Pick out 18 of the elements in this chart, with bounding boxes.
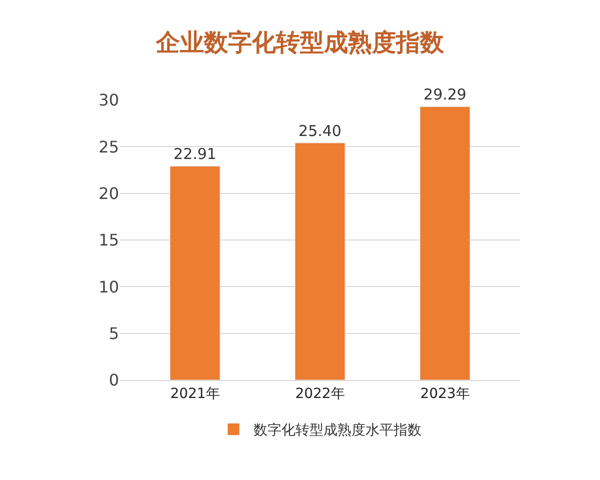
chart-title: 企业数字化转型成熟度指数 — [155, 28, 445, 56]
y-tick-label: 15 — [98, 230, 119, 250]
y-tick-label: 25 — [98, 137, 119, 156]
y-tick-label: 5 — [108, 324, 119, 343]
bar — [294, 142, 346, 380]
x-tick-label: 2021年 — [170, 386, 220, 402]
x-tick-label: 2023年 — [420, 386, 470, 402]
text: 29.29 — [424, 86, 466, 104]
y-tick-label: 30 — [98, 90, 119, 110]
y-tick-label: 10 — [98, 277, 119, 296]
text: 25.40 — [298, 122, 342, 140]
text: 22.91 — [174, 145, 216, 164]
bar — [170, 166, 220, 380]
x-tick-label: 2022年 — [295, 386, 345, 402]
bar — [420, 106, 470, 380]
y-tick-label: 0 — [108, 370, 119, 390]
y-tick-label: 20 — [98, 184, 119, 203]
legend-label: 数字化转型成熟度水平指数 — [254, 422, 422, 439]
